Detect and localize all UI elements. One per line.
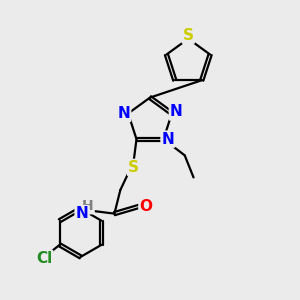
Text: N: N — [170, 104, 183, 119]
Text: N: N — [117, 106, 130, 121]
Text: H: H — [82, 199, 94, 213]
Text: S: S — [128, 160, 139, 175]
Text: N: N — [76, 206, 88, 221]
Text: S: S — [183, 28, 194, 43]
Text: Cl: Cl — [36, 251, 52, 266]
Text: O: O — [140, 199, 152, 214]
Text: N: N — [161, 132, 174, 147]
